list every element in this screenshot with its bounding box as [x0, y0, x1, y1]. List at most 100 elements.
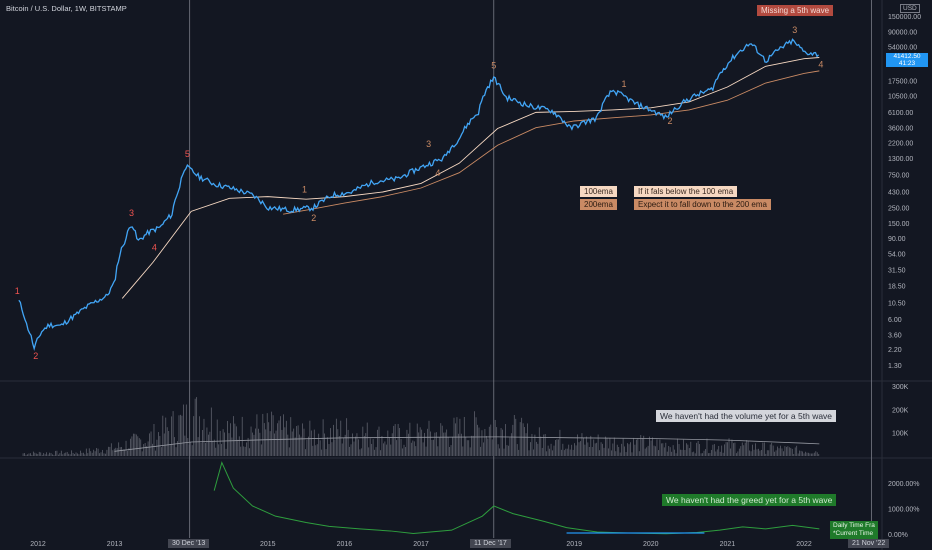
volume-bar-448: [681, 449, 683, 456]
volume-bar-126: [207, 434, 209, 456]
volume-bar-261: [406, 429, 408, 456]
volume-bar-112: [187, 438, 189, 456]
volume-bar-30: [66, 451, 68, 456]
volume-bar-281: [435, 432, 437, 456]
volume-bar-536: [810, 453, 812, 456]
volume-bar-206: [325, 449, 327, 456]
current-price-tag: 41412.50 41:23: [886, 53, 928, 67]
volume-bar-269: [418, 432, 420, 456]
volume-bar-157: [253, 434, 255, 456]
greed-tick-2: 0.00%: [888, 532, 908, 539]
volume-bar-457: [694, 453, 696, 456]
volume-bar-347: [533, 449, 534, 456]
volume-bar-321: [494, 419, 496, 456]
volume-bar-526: [796, 445, 798, 456]
volume-bar-17: [47, 454, 49, 456]
volume-bar-286: [443, 432, 445, 456]
volume-bar-455: [691, 452, 693, 456]
volume-bar-403: [615, 451, 617, 456]
volume-bar-219: [344, 434, 346, 456]
volume-bar-540: [816, 452, 818, 456]
volume-bar-509: [771, 442, 773, 456]
volume-bar-481: [730, 448, 731, 456]
volume-bar-470: [713, 444, 715, 456]
volume-bar-236: [369, 438, 371, 456]
volume-bar-319: [491, 439, 493, 456]
price-tick-0: 150000.00: [888, 14, 921, 21]
volume-bar-255: [397, 423, 399, 456]
volume-bar-189: [300, 436, 302, 456]
volume-bar-239: [374, 449, 375, 456]
volume-bar-314: [484, 429, 486, 456]
volume-bar-188: [299, 434, 300, 456]
time-tick-3: 2015: [260, 541, 276, 548]
volume-bar-480: [728, 438, 730, 456]
volume-bar-178: [284, 427, 286, 456]
volume-bar-15: [44, 454, 46, 456]
volume-bar-159: [256, 414, 258, 456]
volume-bar-52: [99, 453, 100, 456]
volume-bar-232: [363, 435, 365, 456]
volume-bar-264: [410, 442, 412, 456]
volume-bar-456: [693, 451, 695, 456]
volume-bar-475: [721, 445, 723, 456]
volume-bar-306: [472, 435, 474, 456]
volume-bar-51: [97, 448, 99, 456]
volume-bar-49: [94, 451, 96, 456]
volume-bar-259: [403, 444, 405, 456]
volume-bar-88: [152, 443, 153, 456]
time-tick-8: 2020: [643, 541, 659, 548]
wave-label-14: 5: [869, 0, 874, 2]
wave-label-10: 1: [621, 79, 626, 89]
volume-bar-226: [355, 436, 356, 456]
volume-bar-100: [169, 444, 171, 456]
volume-bar-216: [340, 420, 342, 456]
volume-bar-353: [541, 447, 543, 456]
volume-bar-473: [718, 445, 720, 456]
volume-bar-27: [62, 454, 64, 456]
volume-bar-190: [302, 423, 303, 456]
volume-bar-439: [668, 445, 670, 456]
volume-bar-1: [24, 453, 25, 456]
volume-bar-423: [644, 448, 646, 456]
volume-bar-397: [606, 438, 608, 456]
volume-bar-522: [790, 447, 792, 456]
volume-bar-167: [268, 422, 270, 456]
volume-bar-341: [524, 427, 525, 456]
volume-bar-262: [408, 433, 409, 456]
volume-bar-407: [621, 443, 623, 456]
volume-bar-315: [485, 435, 487, 456]
greed-line: [213, 461, 820, 535]
volume-bar-382: [584, 444, 586, 456]
volume-bar-60: [110, 443, 112, 456]
volume-bar-266: [413, 441, 415, 456]
volume-bar-201: [318, 433, 320, 456]
volume-bar-254: [396, 440, 398, 456]
volume-bar-489: [741, 442, 743, 456]
timeframe-box: Daily Time Fra *Current Time: [830, 521, 878, 539]
volume-bar-114: [190, 442, 192, 456]
volume-bar-231: [362, 426, 364, 456]
volume-bar-317: [488, 426, 490, 456]
currency-badge[interactable]: USD: [900, 4, 920, 13]
volume-bar-162: [260, 444, 262, 456]
volume-bar-143: [232, 416, 234, 456]
volume-bar-240: [375, 447, 377, 456]
volume-bar-185: [294, 437, 296, 456]
volume-bar-248: [387, 430, 389, 456]
volume-bar-443: [674, 449, 676, 456]
volume-bar-351: [538, 427, 540, 456]
volume-bar-69: [124, 449, 125, 456]
volume-bar-342: [525, 433, 527, 456]
volume-bar-444: [675, 453, 677, 456]
volume-bar-16: [46, 452, 48, 456]
volume-bar-142: [231, 437, 233, 456]
volume-bar-513: [777, 446, 778, 456]
volume-bar-425: [647, 445, 649, 456]
volume-bar-42: [84, 454, 86, 456]
volume-bar-110: [184, 435, 186, 456]
volume-bar-86: [149, 433, 150, 456]
volume-bar-211: [333, 424, 334, 456]
volume-bar-387: [591, 446, 593, 456]
volume-bar-161: [259, 432, 261, 456]
